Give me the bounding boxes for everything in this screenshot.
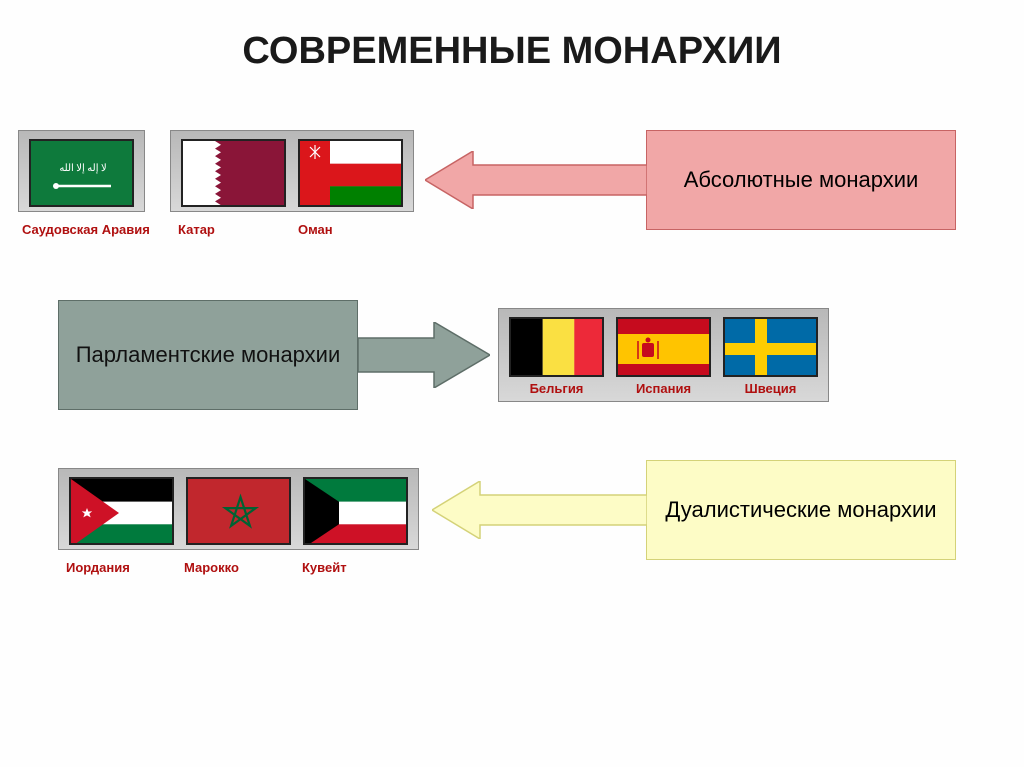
flag-item-saudi: لا إله إلا الله (29, 139, 134, 207)
label-kuwait: Кувейт (302, 560, 347, 576)
flag-item-spain: Испания (616, 317, 711, 397)
flag-jordan (69, 477, 174, 545)
arrow-absolute (425, 151, 647, 209)
label-belgium: Бельгия (530, 381, 584, 397)
arrow-parliamentary (358, 322, 490, 388)
box-dualistic: Дуалистические монархии (646, 460, 956, 560)
box-absolute: Абсолютные монархии (646, 130, 956, 230)
flag-sweden (723, 317, 818, 377)
panel-parliamentary-flags: Бельгия Испания (498, 308, 829, 402)
flag-item-qatar (181, 139, 286, 207)
flag-item-morocco (186, 477, 291, 545)
label-sweden: Швеция (745, 381, 797, 397)
arrow-dualistic (432, 481, 647, 539)
flag-oman (298, 139, 403, 207)
flag-item-oman (298, 139, 403, 207)
flag-qatar (181, 139, 286, 207)
label-saudi: Саудовская Аравия (22, 222, 150, 238)
flag-saudi: لا إله إلا الله (29, 139, 134, 207)
flag-kuwait (303, 477, 408, 545)
box-parliamentary: Парламентские монархии (58, 300, 358, 410)
label-morocco: Марокко (184, 560, 239, 576)
flag-item-belgium: Бельгия (509, 317, 604, 397)
flag-spain (616, 317, 711, 377)
label-jordan: Иордания (66, 560, 130, 576)
panel-saudi: لا إله إلا الله (18, 130, 145, 212)
panel-dualistic-flags (58, 468, 419, 550)
label-oman: Оман (298, 222, 333, 238)
flag-morocco (186, 477, 291, 545)
panel-qatar-oman (170, 130, 414, 212)
svg-text:لا إله إلا الله: لا إله إلا الله (59, 163, 106, 174)
label-spain: Испания (636, 381, 691, 397)
flag-item-jordan (69, 477, 174, 545)
page-title: СОВРЕМЕННЫЕ МОНАРХИИ (0, 0, 1024, 93)
flag-item-sweden: Швеция (723, 317, 818, 397)
label-qatar: Катар (178, 222, 215, 238)
flag-item-kuwait (303, 477, 408, 545)
flag-belgium (509, 317, 604, 377)
